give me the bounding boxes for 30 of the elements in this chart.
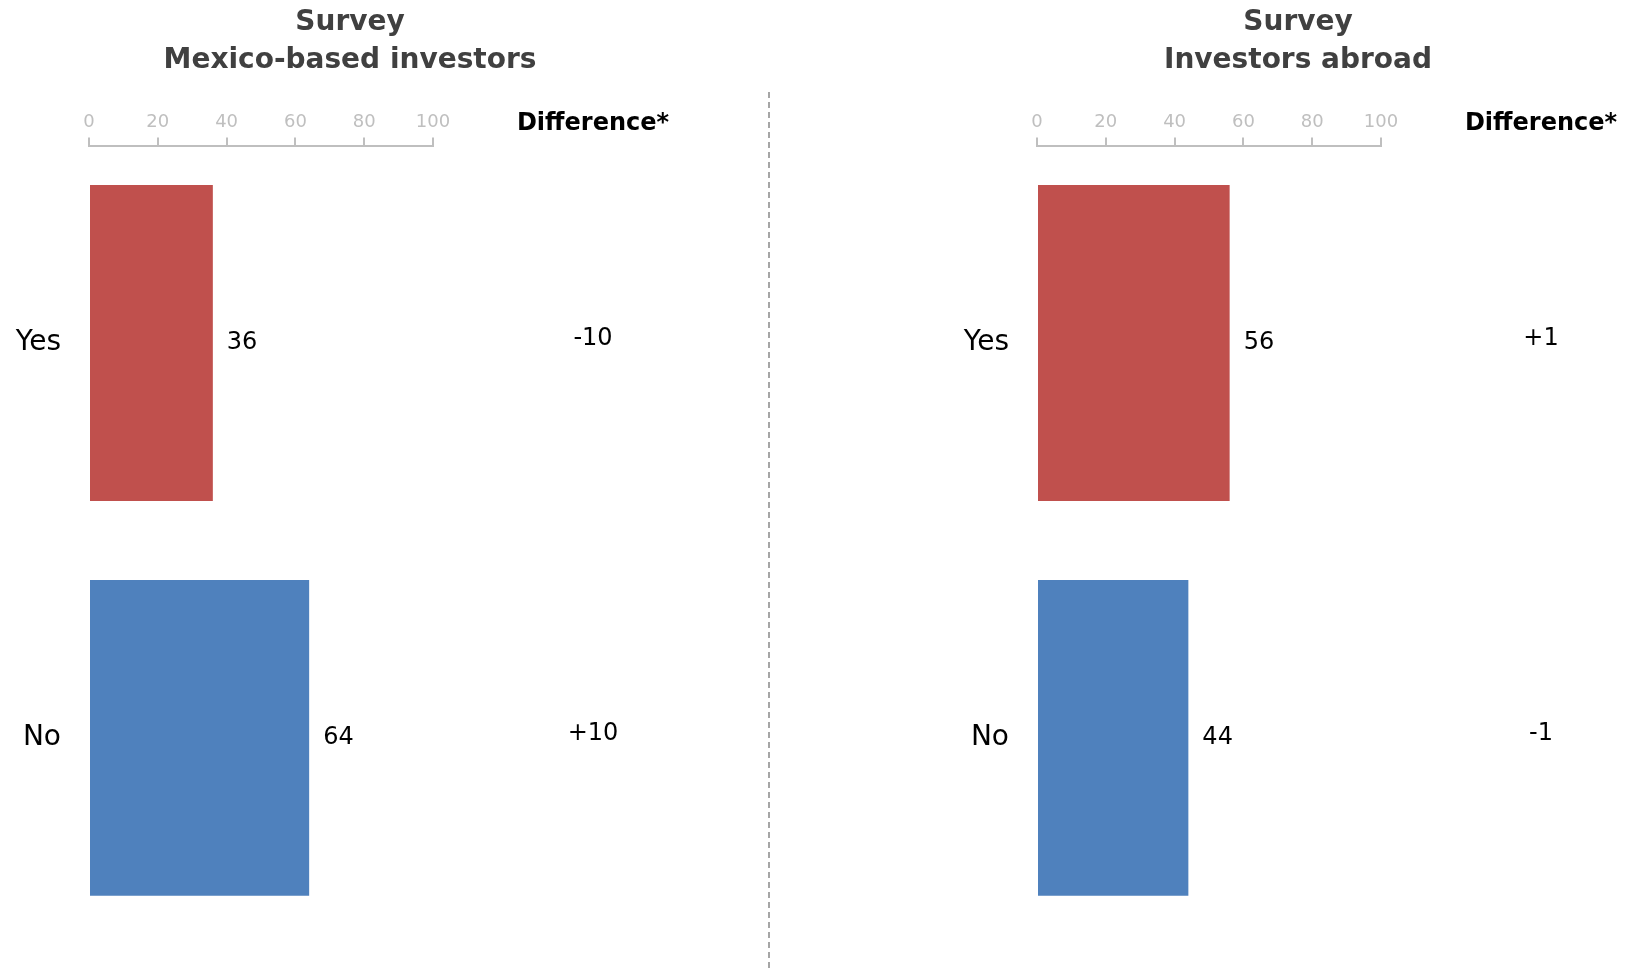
x-tick-label: 100: [415, 110, 451, 132]
x-tick-label: 0: [1031, 110, 1043, 132]
data-label: 36: [226, 327, 258, 356]
x-tick-label: 60: [1231, 110, 1255, 132]
text: -1: [1529, 718, 1553, 747]
x-tick-label: 80: [1300, 110, 1324, 132]
text: +10: [567, 718, 619, 747]
x-tick-label: 0: [83, 110, 95, 132]
x-tick-label: 80: [352, 110, 376, 132]
y-tick-label: No: [970, 719, 1009, 753]
text: -10: [573, 323, 613, 352]
chart-subtitle: Investors abroad: [1163, 41, 1433, 77]
x-tick-label: 20: [146, 110, 170, 132]
data-label: 44: [1202, 722, 1233, 751]
y-tick-label: Yes: [962, 324, 1009, 358]
x-tick-label: 40: [1163, 110, 1187, 132]
text: Difference*: [1464, 107, 1618, 136]
y-tick-label: No: [22, 719, 61, 753]
chart-title: Survey: [294, 3, 406, 39]
x-tick-label: 60: [283, 110, 307, 132]
text: +1: [1523, 323, 1559, 352]
text: Difference*: [516, 107, 670, 136]
chart-title: Survey: [1242, 3, 1354, 39]
x-tick-label: 20: [1094, 110, 1118, 132]
y-tick-label: Yes: [14, 324, 61, 358]
x-tick-label: 100: [1363, 110, 1399, 132]
data-label: 56: [1243, 327, 1275, 356]
chart-subtitle: Mexico-based investors: [162, 41, 538, 77]
x-tick-label: 40: [215, 110, 239, 132]
data-label: 64: [323, 722, 354, 751]
